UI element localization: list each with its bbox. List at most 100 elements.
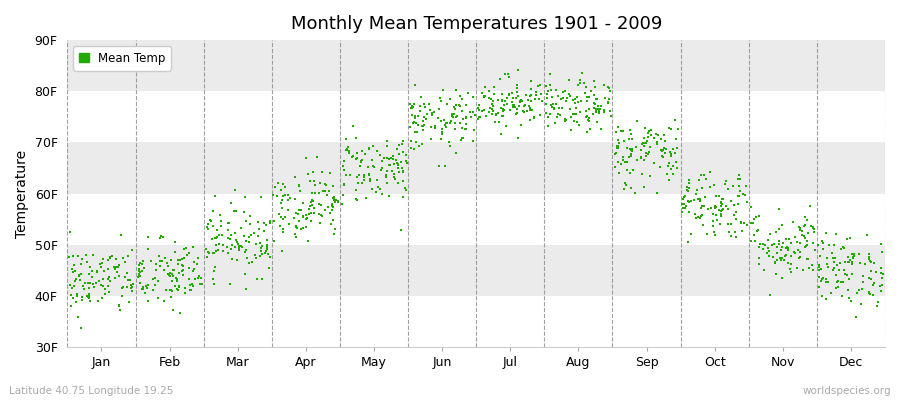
Point <box>506 104 520 110</box>
Point <box>213 223 228 229</box>
Point <box>612 140 626 146</box>
Point <box>676 204 690 211</box>
Point <box>69 299 84 306</box>
Point <box>239 255 254 261</box>
Point <box>727 229 742 235</box>
Point <box>121 252 135 259</box>
Point <box>603 108 617 114</box>
Point <box>448 149 463 156</box>
Point <box>126 281 140 287</box>
Point <box>569 111 583 117</box>
Point <box>154 233 168 239</box>
Point <box>248 252 263 258</box>
Point <box>625 146 639 152</box>
Point <box>668 150 682 156</box>
Point <box>679 203 693 209</box>
Point <box>384 155 399 162</box>
Point <box>360 164 374 170</box>
Point <box>438 122 453 128</box>
Point <box>292 207 306 214</box>
Point <box>374 167 389 173</box>
Point <box>808 247 823 254</box>
Point <box>559 98 573 104</box>
Point <box>209 248 223 254</box>
Point <box>529 88 544 95</box>
Point <box>410 138 424 145</box>
Point <box>707 229 722 235</box>
Point <box>580 116 595 123</box>
Point <box>120 284 134 290</box>
Point <box>510 106 525 112</box>
Point <box>283 220 297 227</box>
Point <box>752 213 767 219</box>
Point <box>611 124 625 130</box>
Point <box>864 275 878 282</box>
Point <box>339 136 354 142</box>
Point <box>489 112 503 118</box>
Point <box>414 141 428 148</box>
Point <box>840 272 854 278</box>
Point <box>654 147 669 154</box>
Point <box>97 268 112 274</box>
Point <box>66 294 80 301</box>
Point <box>277 192 292 198</box>
Point <box>849 314 863 320</box>
Point <box>861 256 876 263</box>
Point <box>666 162 680 169</box>
Point <box>134 286 148 292</box>
Point <box>650 141 664 147</box>
Point <box>777 240 791 247</box>
Point <box>482 88 497 94</box>
Point <box>670 126 685 132</box>
Point <box>396 194 410 200</box>
Point <box>682 208 697 215</box>
Point <box>614 161 628 168</box>
Point <box>387 171 401 178</box>
Point <box>395 138 410 144</box>
Point <box>829 231 843 237</box>
Point <box>524 92 538 98</box>
Point <box>404 144 419 151</box>
Point <box>104 278 118 284</box>
Point <box>832 267 846 274</box>
Point <box>131 270 146 277</box>
Point <box>139 283 153 289</box>
Point <box>121 276 135 283</box>
Point <box>677 200 691 207</box>
Point <box>146 287 160 293</box>
Point <box>624 147 638 153</box>
Point <box>608 150 623 156</box>
Point <box>626 136 640 142</box>
Point <box>864 268 878 275</box>
Point <box>362 145 376 151</box>
Point <box>399 158 413 164</box>
Point <box>182 249 196 256</box>
Point <box>421 101 436 107</box>
Point <box>69 291 84 298</box>
Point <box>316 188 330 194</box>
Point <box>283 195 297 201</box>
Point <box>255 243 269 249</box>
Point <box>735 190 750 197</box>
Point <box>589 101 603 108</box>
Point <box>406 104 420 110</box>
Point <box>716 206 730 213</box>
Point <box>185 268 200 274</box>
Point <box>570 94 584 100</box>
Bar <box>68 194 885 245</box>
Point <box>516 107 530 114</box>
Point <box>740 199 754 205</box>
Point <box>313 180 328 186</box>
Point <box>543 81 557 88</box>
Point <box>63 282 77 288</box>
Point <box>312 201 327 208</box>
Point <box>827 265 842 272</box>
Point <box>775 274 789 281</box>
Point <box>841 254 855 260</box>
Point <box>562 90 576 97</box>
Point <box>521 103 535 110</box>
Point <box>756 241 770 248</box>
Point <box>388 157 402 164</box>
Point <box>396 149 410 155</box>
Point <box>706 182 721 188</box>
